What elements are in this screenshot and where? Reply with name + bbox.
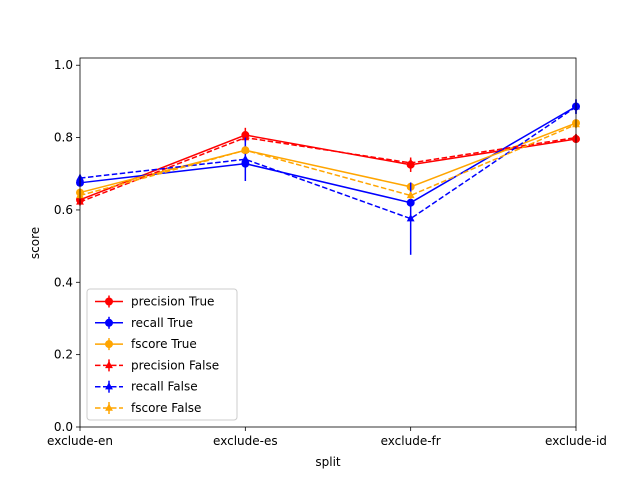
y-tick-label: 0.6 xyxy=(54,203,73,217)
legend-label: precision False xyxy=(131,358,219,372)
data-point xyxy=(406,158,415,166)
legend-label: fscore False xyxy=(131,401,201,415)
axes-layer: exclude-en exclude-es exclude-fr exclude-id… xyxy=(47,57,607,448)
x-axis-label: split xyxy=(315,455,341,469)
y-tick-label: 1.0 xyxy=(54,58,73,72)
series-line xyxy=(79,123,577,197)
legend-marker xyxy=(105,297,113,306)
series-line xyxy=(79,106,577,220)
x-tick-label: exclude-fr xyxy=(381,434,441,448)
legend-marker xyxy=(105,382,113,390)
x-tick-label: exclude-en xyxy=(47,434,113,448)
x-tick-label: exclude-id xyxy=(545,434,607,448)
y-tick-label: 0.2 xyxy=(54,348,73,362)
data-point xyxy=(241,133,250,141)
data-point xyxy=(406,190,415,199)
data-point xyxy=(241,145,250,153)
legend-label: recall False xyxy=(131,380,198,394)
legend-marker xyxy=(105,403,113,411)
axes-frame xyxy=(79,57,577,428)
series-line xyxy=(79,122,577,194)
legend: precision True recall True fscore True prec… xyxy=(86,288,238,421)
legend-box xyxy=(86,288,238,421)
legend-label: recall True xyxy=(131,316,193,330)
y-tick-label: 0.4 xyxy=(54,275,73,289)
data-point xyxy=(406,214,415,222)
data-point xyxy=(241,154,250,162)
series-line xyxy=(79,136,577,203)
legend-marker xyxy=(105,318,113,327)
y-tick-label: 0.8 xyxy=(54,131,73,145)
y-axis-label: score xyxy=(28,227,42,259)
legend-marker xyxy=(105,340,113,349)
legend-label: precision True xyxy=(131,295,214,309)
x-tick-label: exclude-es xyxy=(213,434,278,448)
legend-marker xyxy=(105,360,113,369)
y-tick-label: 0.0 xyxy=(54,420,73,434)
legend-label: fscore True xyxy=(131,337,197,351)
